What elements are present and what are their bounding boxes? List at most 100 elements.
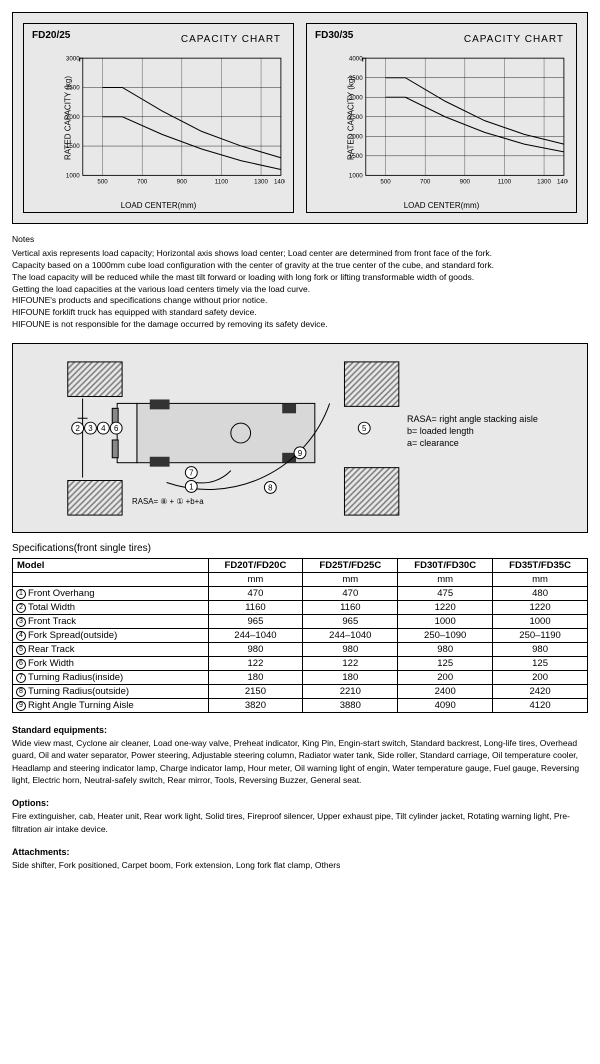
svg-text:8: 8 xyxy=(268,484,273,493)
svg-text:3: 3 xyxy=(88,424,93,433)
svg-text:1100: 1100 xyxy=(498,179,512,186)
spec-row-label: 1Front Overhang xyxy=(13,587,209,601)
diagram-legend: RASA= right angle stacking aisle b= load… xyxy=(407,414,577,449)
spec-cell: 1220 xyxy=(398,601,493,615)
svg-text:1300: 1300 xyxy=(254,179,268,186)
spec-cell: 980 xyxy=(208,643,303,657)
capacity-charts-container: FD20/25 CAPACITY CHART RATED CAPACITY (k… xyxy=(12,12,588,224)
spec-col-header: FD35T/FD35C xyxy=(493,559,588,573)
svg-text:3500: 3500 xyxy=(349,75,363,82)
options-heading: Options: xyxy=(12,798,588,808)
spec-cell: 244–1040 xyxy=(303,629,398,643)
chart-xlabel: LOAD CENTER(mm) xyxy=(404,201,480,210)
spec-cell: 180 xyxy=(303,671,398,685)
spec-cell: 470 xyxy=(208,587,303,601)
options-text: Fire extinguisher, cab, Heater unit, Rea… xyxy=(12,810,588,835)
svg-text:9: 9 xyxy=(298,449,303,458)
spec-row-label: 7Turning Radius(inside) xyxy=(13,671,209,685)
svg-text:500: 500 xyxy=(97,179,108,186)
spec-col-header: FD30T/FD30C xyxy=(398,559,493,573)
notes-heading: Notes xyxy=(12,234,588,246)
spec-row-label: 6Fork Width xyxy=(13,657,209,671)
spec-cell: 480 xyxy=(493,587,588,601)
spec-cell: 965 xyxy=(208,615,303,629)
svg-text:5: 5 xyxy=(362,424,367,433)
svg-text:500: 500 xyxy=(380,179,391,186)
notes-line: Capacity based on a 1000mm cube load con… xyxy=(12,260,588,272)
spec-cell: 980 xyxy=(493,643,588,657)
spec-col-header: Model xyxy=(13,559,209,573)
notes-line: Getting the load capacities at the vario… xyxy=(12,284,588,296)
spec-cell: 980 xyxy=(398,643,493,657)
capacity-chart-fd3035: FD30/35 CAPACITY CHART RATED CAPACITY (k… xyxy=(306,23,577,213)
svg-text:2: 2 xyxy=(75,424,79,433)
notes-body: Vertical axis represents load capacity; … xyxy=(12,248,588,331)
spec-unit-cell xyxy=(13,573,209,587)
spec-cell: 3820 xyxy=(208,699,303,713)
spec-cell: 2150 xyxy=(208,685,303,699)
notes-line: HIFOUNE forklift truck has equipped with… xyxy=(12,307,588,319)
turning-diagram: 2 3 4 6 5 7 1 8 9 RASA= ⑧ + ① +b+a RASA=… xyxy=(12,343,588,533)
svg-text:3000: 3000 xyxy=(66,55,80,62)
svg-text:1500: 1500 xyxy=(349,153,363,160)
spec-row-label: 8Turning Radius(outside) xyxy=(13,685,209,699)
chart-model-label: FD30/35 xyxy=(315,30,353,41)
svg-text:RASA= ⑧ + ① +b+a: RASA= ⑧ + ① +b+a xyxy=(132,497,204,506)
legend-a: a= clearance xyxy=(407,438,577,450)
spec-cell: 2210 xyxy=(303,685,398,699)
svg-text:4: 4 xyxy=(101,424,106,433)
spec-cell: 1000 xyxy=(493,615,588,629)
svg-text:900: 900 xyxy=(460,179,471,186)
svg-text:2500: 2500 xyxy=(349,114,363,121)
spec-cell: 2400 xyxy=(398,685,493,699)
notes-line: Vertical axis represents load capacity; … xyxy=(12,248,588,260)
svg-text:700: 700 xyxy=(137,179,148,186)
spec-cell: 980 xyxy=(303,643,398,657)
svg-text:2000: 2000 xyxy=(66,114,80,121)
chart-title: CAPACITY CHART xyxy=(464,34,564,45)
spec-cell: 180 xyxy=(208,671,303,685)
legend-b: b= loaded length xyxy=(407,426,577,438)
notes-line: The load capacity will be reduced while … xyxy=(12,272,588,284)
svg-text:1400: 1400 xyxy=(274,179,285,186)
notes-section: Notes Vertical axis represents load capa… xyxy=(12,234,588,331)
chart-plot-area: 1000150020002500300035004000500700900110… xyxy=(341,54,568,190)
spec-unit-cell: mm xyxy=(303,573,398,587)
svg-text:4000: 4000 xyxy=(349,55,363,62)
legend-rasa: RASA= right angle stacking aisle xyxy=(407,414,577,426)
spec-cell: 244–1040 xyxy=(208,629,303,643)
svg-text:1: 1 xyxy=(189,483,193,492)
spec-cell: 470 xyxy=(303,587,398,601)
notes-line: HIFOUNE's products and specifications ch… xyxy=(12,295,588,307)
spec-cell: 250–1190 xyxy=(493,629,588,643)
spec-row-label: 3Front Track xyxy=(13,615,209,629)
svg-text:1400: 1400 xyxy=(557,179,568,186)
spec-cell: 250–1090 xyxy=(398,629,493,643)
spec-cell: 200 xyxy=(398,671,493,685)
spec-cell: 2420 xyxy=(493,685,588,699)
chart-plot-area: 1000150020002500300050070090011001300140… xyxy=(58,54,285,190)
spec-cell: 4090 xyxy=(398,699,493,713)
equip-heading: Standard equipments: xyxy=(12,725,588,735)
attach-text: Side shifter, Fork positioned, Carpet bo… xyxy=(12,859,588,871)
spec-unit-cell: mm xyxy=(493,573,588,587)
svg-text:2500: 2500 xyxy=(66,85,80,92)
svg-text:2000: 2000 xyxy=(349,133,363,140)
spec-cell: 1000 xyxy=(398,615,493,629)
spec-row-label: 5Rear Track xyxy=(13,643,209,657)
spec-cell: 3880 xyxy=(303,699,398,713)
spec-unit-cell: mm xyxy=(398,573,493,587)
spec-table: ModelFD20T/FD20CFD25T/FD25CFD30T/FD30CFD… xyxy=(12,558,588,713)
spec-cell: 122 xyxy=(303,657,398,671)
spec-row-label: 4Fork Spread(outside) xyxy=(13,629,209,643)
svg-text:3000: 3000 xyxy=(349,94,363,101)
spec-cell: 4120 xyxy=(493,699,588,713)
chart-title: CAPACITY CHART xyxy=(181,34,281,45)
svg-text:1100: 1100 xyxy=(215,179,229,186)
chart-xlabel: LOAD CENTER(mm) xyxy=(121,201,197,210)
svg-text:6: 6 xyxy=(114,424,119,433)
attach-heading: Attachments: xyxy=(12,847,588,857)
capacity-chart-fd2025: FD20/25 CAPACITY CHART RATED CAPACITY (k… xyxy=(23,23,294,213)
spec-heading: Specifications(front single tires) xyxy=(12,543,588,554)
spec-row-label: 9Right Angle Turning Aisle xyxy=(13,699,209,713)
